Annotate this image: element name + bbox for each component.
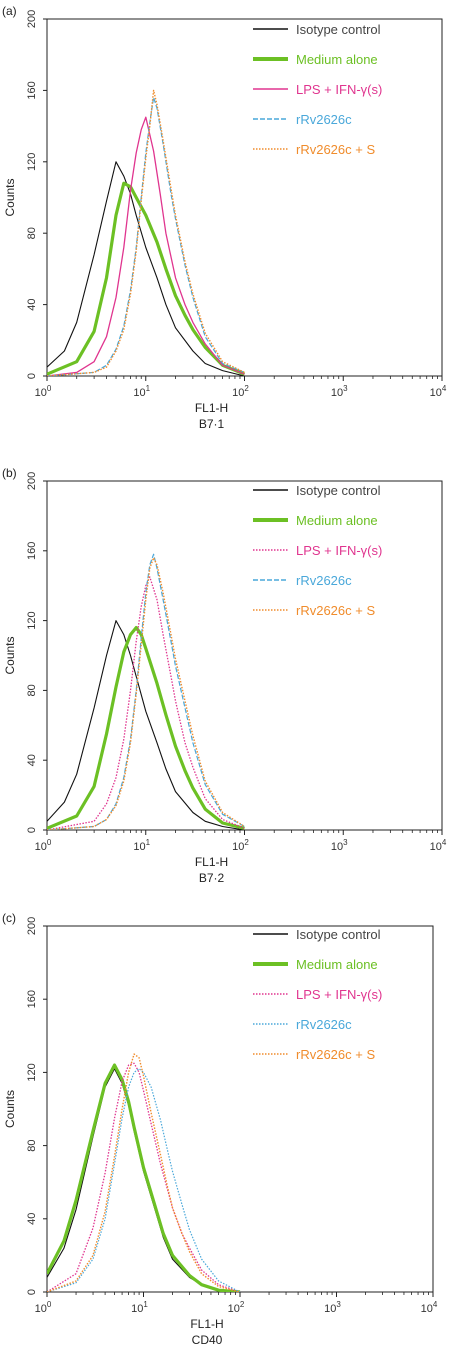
legend-entry: rRv2626c [296, 573, 352, 588]
x-axis-label: FL1-H [195, 855, 228, 869]
legend-entry: rRv2626c [296, 1017, 352, 1032]
y-tick-label: 200 [26, 10, 38, 28]
y-tick-label: 160 [26, 990, 38, 1008]
series-line-3 [47, 116, 245, 376]
x-axis-sublabel: CD40 [192, 1333, 223, 1347]
y-tick-label: 160 [26, 81, 38, 99]
y-tick-label: 200 [26, 472, 38, 490]
x-tick-label: 102 [232, 838, 249, 853]
series-line-4 [47, 96, 245, 376]
y-axis-label: Counts [3, 1090, 17, 1128]
y-tick-label: 200 [26, 917, 38, 935]
y-tick-label: 160 [26, 542, 38, 560]
series-line-2 [47, 1063, 241, 1292]
series-line-1 [47, 161, 245, 376]
y-tick-label: 40 [26, 1213, 38, 1225]
x-tick-label: 102 [232, 384, 249, 399]
y-axis-label: Counts [3, 636, 17, 674]
plot-frame [46, 18, 443, 377]
y-tick-label: 0 [26, 827, 38, 833]
y-tick-label: 80 [26, 1139, 38, 1151]
panel-label: (c) [2, 911, 16, 925]
legend: Isotype control Medium alone LPS + IFN-γ(s… [253, 22, 382, 157]
legend-entry: Medium alone [296, 513, 378, 528]
legend-entry: Isotype control [296, 483, 381, 498]
series-line-3 [47, 576, 245, 830]
series-line-5 [47, 1053, 241, 1292]
y-tick-label: 120 [26, 153, 38, 171]
x-tick-label: 104 [430, 384, 447, 399]
x-tick-label: 103 [324, 1300, 341, 1315]
legend-entry: rRv2626c [296, 112, 352, 127]
x-tick-label: 100 [35, 1300, 52, 1315]
x-tick-label: 101 [133, 384, 150, 399]
legend: Isotype control Medium alone LPS + IFN-γ(s… [253, 927, 382, 1062]
x-axis-label: FL1-H [195, 401, 228, 415]
legend-entry: Isotype control [296, 22, 381, 37]
y-tick-label: 0 [26, 1289, 38, 1295]
panel-label: (b) [2, 466, 17, 480]
x-tick-label: 100 [35, 838, 52, 853]
chart-panel-2: (b) 0 40 80 120 160 200 Counts 100 101 102 103 104 FL… [2, 466, 447, 885]
y-tick-label: 120 [26, 1063, 38, 1081]
y-tick-label: 80 [26, 684, 38, 696]
legend-entry: rRv2626c + S [296, 1047, 375, 1062]
legend-entry: LPS + IFN-γ(s) [296, 82, 382, 97]
legend-entry: Medium alone [296, 957, 378, 972]
plot-frame [46, 925, 434, 1293]
chart-panel-1: (a) 0 40 80 120 160 200 Counts 100 101 102 103 104 FL… [2, 4, 447, 431]
x-tick-label: 102 [228, 1300, 245, 1315]
legend-entry: Isotype control [296, 927, 381, 942]
series-line-4 [47, 553, 245, 830]
x-tick-label: 104 [421, 1300, 438, 1315]
legend-entry: LPS + IFN-γ(s) [296, 543, 382, 558]
y-tick-label: 120 [26, 611, 38, 629]
chart-panel-3: (c) 0 40 80 120 160 200 Counts 100 101 102 103 104 FL… [2, 911, 438, 1347]
series-line-5 [47, 557, 245, 830]
y-tick-label: 40 [26, 754, 38, 766]
series-line-2 [47, 181, 246, 376]
series-line-1 [47, 1068, 241, 1292]
legend-entry: Medium alone [296, 52, 378, 67]
series-line-5 [47, 89, 245, 376]
y-tick-label: 0 [26, 373, 38, 379]
x-tick-label: 101 [131, 1300, 148, 1315]
x-tick-label: 103 [331, 838, 348, 853]
x-axis-label: FL1-H [190, 1317, 223, 1331]
x-axis-sublabel: B7·2 [199, 871, 225, 885]
y-tick-label: 80 [26, 227, 38, 239]
y-tick-label: 40 [26, 298, 38, 310]
x-tick-label: 100 [35, 384, 52, 399]
panel-label: (a) [2, 4, 17, 18]
series-line-2 [47, 625, 245, 830]
y-axis-label: Counts [3, 178, 17, 216]
legend: Isotype control Medium alone LPS + IFN-γ(s… [253, 483, 382, 618]
legend-entry: LPS + IFN-γ(s) [296, 987, 382, 1002]
series-line-1 [47, 620, 245, 830]
legend-entry: rRv2626c + S [296, 142, 375, 157]
series-line-4 [47, 1068, 241, 1292]
x-axis-sublabel: B7·1 [199, 417, 225, 431]
x-tick-label: 104 [430, 838, 447, 853]
x-tick-label: 101 [133, 838, 150, 853]
series-line-3 [47, 1062, 241, 1292]
x-tick-label: 103 [331, 384, 348, 399]
legend-entry: rRv2626c + S [296, 603, 375, 618]
